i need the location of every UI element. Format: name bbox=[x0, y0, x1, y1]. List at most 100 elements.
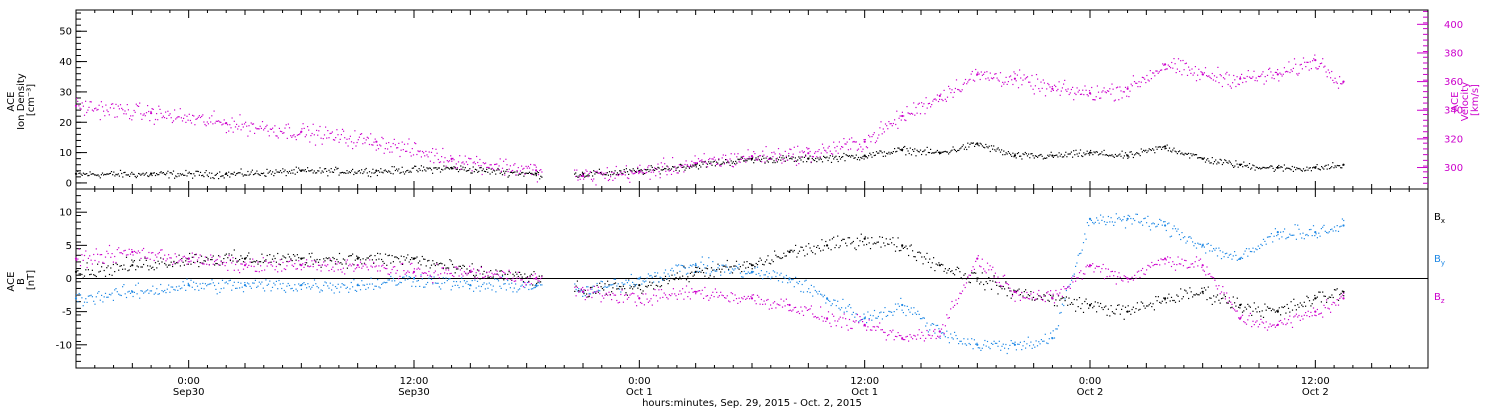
bz-point bbox=[294, 263, 296, 265]
density-point bbox=[1206, 159, 1208, 161]
density-point bbox=[1322, 167, 1324, 169]
by-point bbox=[604, 285, 606, 287]
density-point bbox=[845, 154, 847, 156]
density-point bbox=[78, 172, 80, 175]
density-point bbox=[1255, 166, 1257, 168]
by-point bbox=[104, 292, 107, 294]
bx-point bbox=[948, 268, 950, 270]
density-point bbox=[1181, 152, 1183, 154]
density-point bbox=[706, 163, 709, 165]
bz-point bbox=[461, 273, 463, 275]
bx-point bbox=[856, 237, 858, 239]
bz-point bbox=[313, 260, 316, 262]
density-point bbox=[476, 169, 478, 171]
bz-point bbox=[323, 261, 325, 263]
bx-point bbox=[212, 255, 214, 257]
velocity-point bbox=[647, 166, 649, 168]
bx-point bbox=[1244, 306, 1246, 308]
bz-point bbox=[210, 254, 212, 256]
bx-point bbox=[646, 286, 648, 288]
density-point bbox=[732, 161, 734, 163]
density-point bbox=[1102, 154, 1104, 156]
bz-point bbox=[449, 273, 451, 275]
bx-point bbox=[1118, 304, 1120, 306]
density-point bbox=[355, 172, 357, 174]
by-point bbox=[1053, 337, 1056, 339]
by-point bbox=[950, 333, 952, 335]
by-point bbox=[626, 282, 628, 284]
by-point bbox=[465, 282, 467, 284]
density-point bbox=[862, 155, 864, 158]
by-anchor-point bbox=[300, 284, 303, 287]
bx-anchor-point bbox=[863, 237, 866, 240]
velocity-point bbox=[907, 112, 909, 114]
bx-point bbox=[664, 275, 667, 277]
bz-point bbox=[346, 259, 348, 261]
velocity-point bbox=[674, 165, 676, 168]
velocity-point bbox=[1269, 67, 1271, 69]
density-point bbox=[783, 157, 785, 159]
by-point bbox=[984, 339, 986, 342]
by-point bbox=[859, 320, 861, 322]
bz-point bbox=[348, 265, 350, 267]
velocity-point bbox=[1242, 81, 1244, 84]
velocity-point bbox=[827, 147, 829, 149]
bz-point bbox=[522, 286, 525, 288]
by-point bbox=[362, 284, 364, 286]
bx-point bbox=[998, 285, 1000, 287]
bx-point bbox=[442, 268, 444, 270]
velocity-point bbox=[1161, 69, 1163, 71]
density-point bbox=[798, 156, 800, 158]
velocity-point bbox=[985, 78, 987, 80]
by-point bbox=[805, 279, 807, 281]
density-point bbox=[119, 169, 122, 171]
bx-point bbox=[1169, 300, 1171, 302]
bx-point bbox=[637, 287, 639, 289]
velocity-point bbox=[336, 129, 338, 131]
by-point bbox=[170, 286, 172, 288]
density-point bbox=[1038, 155, 1040, 157]
by-point bbox=[633, 283, 635, 285]
velocity-point bbox=[844, 143, 846, 145]
bottom-series bbox=[74, 213, 1345, 355]
bx-point bbox=[1312, 299, 1315, 301]
velocity-point bbox=[290, 135, 292, 137]
density-point bbox=[335, 166, 337, 168]
velocity-point bbox=[400, 149, 402, 151]
velocity-point bbox=[1131, 85, 1133, 87]
bx-point bbox=[149, 265, 151, 267]
velocity-point bbox=[1055, 85, 1057, 88]
by-point bbox=[826, 298, 828, 300]
by-point bbox=[621, 282, 623, 284]
bx-point bbox=[751, 268, 753, 270]
velocity-point bbox=[125, 113, 127, 115]
density-point bbox=[811, 157, 813, 160]
velocity-point bbox=[338, 141, 340, 143]
density-point bbox=[1040, 153, 1042, 156]
density-point bbox=[851, 154, 853, 157]
density-point bbox=[735, 160, 737, 162]
density-point bbox=[857, 156, 860, 159]
by-point bbox=[956, 338, 958, 340]
bx-point bbox=[687, 276, 689, 278]
by-point bbox=[876, 317, 878, 319]
by-point bbox=[1323, 224, 1325, 226]
by-point bbox=[842, 298, 844, 300]
by-point bbox=[317, 287, 320, 289]
density-point bbox=[1270, 165, 1272, 167]
bx-point bbox=[630, 286, 632, 288]
density-point bbox=[714, 165, 716, 167]
by-point bbox=[294, 284, 296, 286]
bz-point bbox=[225, 262, 227, 264]
by-point bbox=[467, 283, 469, 285]
density-point bbox=[924, 149, 926, 151]
velocity-point bbox=[772, 156, 774, 158]
by-point bbox=[191, 286, 193, 288]
bx-point bbox=[304, 264, 306, 266]
density-point bbox=[408, 171, 410, 173]
velocity-point bbox=[981, 74, 983, 76]
by-point bbox=[445, 277, 447, 279]
by-point bbox=[446, 280, 448, 282]
density-point bbox=[688, 167, 691, 169]
by-point bbox=[387, 279, 389, 281]
